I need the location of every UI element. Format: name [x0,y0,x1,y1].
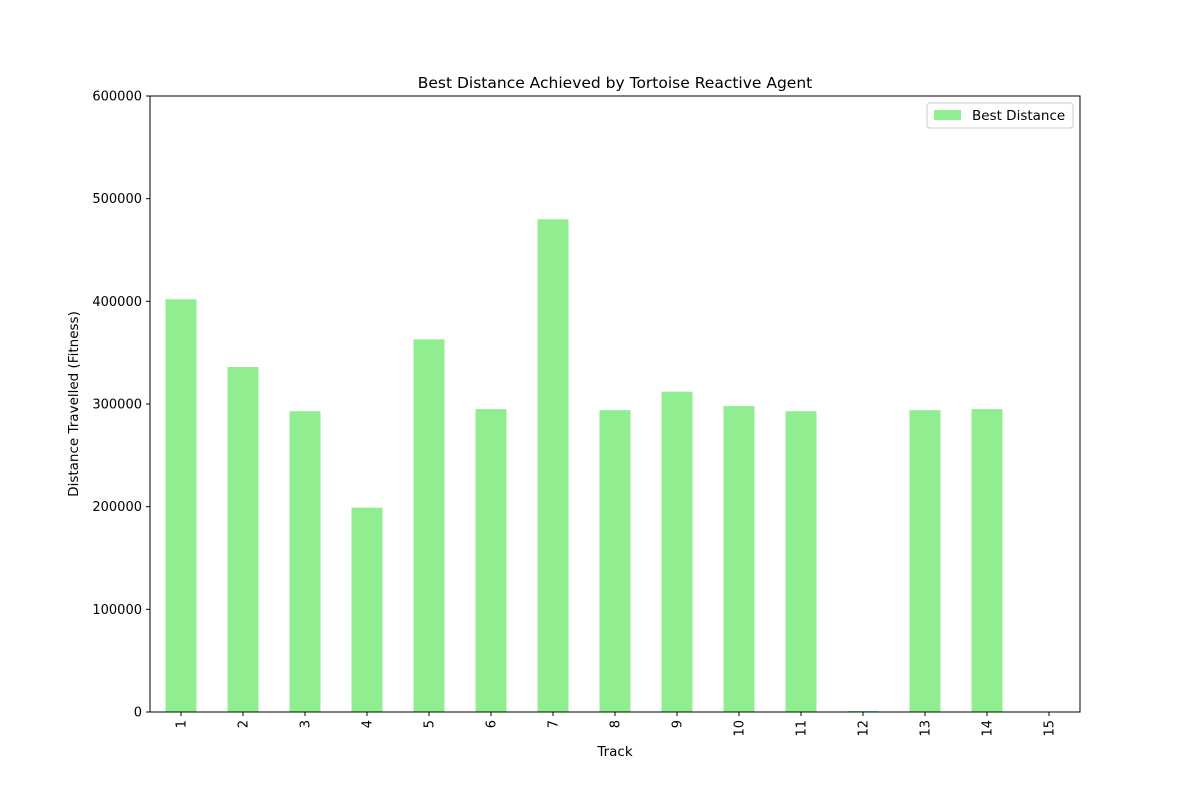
x-tick-label: 6 [485,720,500,728]
x-tick-label: 14 [981,720,996,737]
bar-track-13 [909,410,941,712]
y-tick-label: 400000 [92,295,142,310]
legend: Best Distance [926,102,1074,129]
y-tick-label: 300000 [92,398,142,413]
x-tick-label: 11 [795,720,810,737]
y-axis-ticks: 0 100000 200000 300000 400000 500000 600000 [92,90,150,721]
x-tick-label: 3 [299,720,314,728]
bar-track-1 [165,299,197,712]
x-tick-label: 2 [237,720,252,728]
bar-group [165,219,1003,712]
bar-track-12 [847,710,879,712]
x-axis-ticks: 1 2 3 4 5 6 7 8 9 10 11 12 13 14 15 [175,712,1058,737]
bar-track-14 [971,409,1003,712]
y-tick-label: 200000 [92,500,142,515]
x-tick-label: 10 [733,720,748,737]
x-tick-label: 9 [671,720,686,728]
bar-track-11 [785,411,817,712]
x-tick-label: 8 [609,720,624,728]
legend-label: Best Distance [972,108,1065,124]
legend-swatch [934,110,961,120]
x-tick-label: 5 [423,720,438,728]
x-tick-label: 4 [361,720,376,728]
x-tick-label: 12 [857,720,872,737]
y-axis-label: Distance Travelled (Fitness) [66,311,82,497]
y-tick-label: 600000 [92,90,142,105]
bar-track-6 [475,409,507,712]
bar-track-2 [227,367,259,712]
x-tick-label: 1 [175,720,190,728]
legend-frame [926,102,1074,129]
x-tick-label: 13 [919,720,934,737]
bar-track-10 [723,406,755,712]
chart-title: Best Distance Achieved by Tortoise React… [418,74,813,92]
x-tick-label: 15 [1043,720,1058,737]
x-tick-label: 7 [547,720,562,728]
y-tick-label: 0 [134,706,142,721]
bar-track-4 [351,507,383,712]
bar-track-9 [661,391,693,712]
bar-track-7 [537,219,569,712]
x-axis-label: Track [596,744,633,760]
bar-track-5 [413,339,445,712]
y-tick-label: 100000 [92,603,142,618]
y-tick-label: 500000 [92,192,142,207]
plot-area-frame [149,95,1081,713]
bar-track-8 [599,410,631,712]
bar-track-3 [289,411,321,712]
